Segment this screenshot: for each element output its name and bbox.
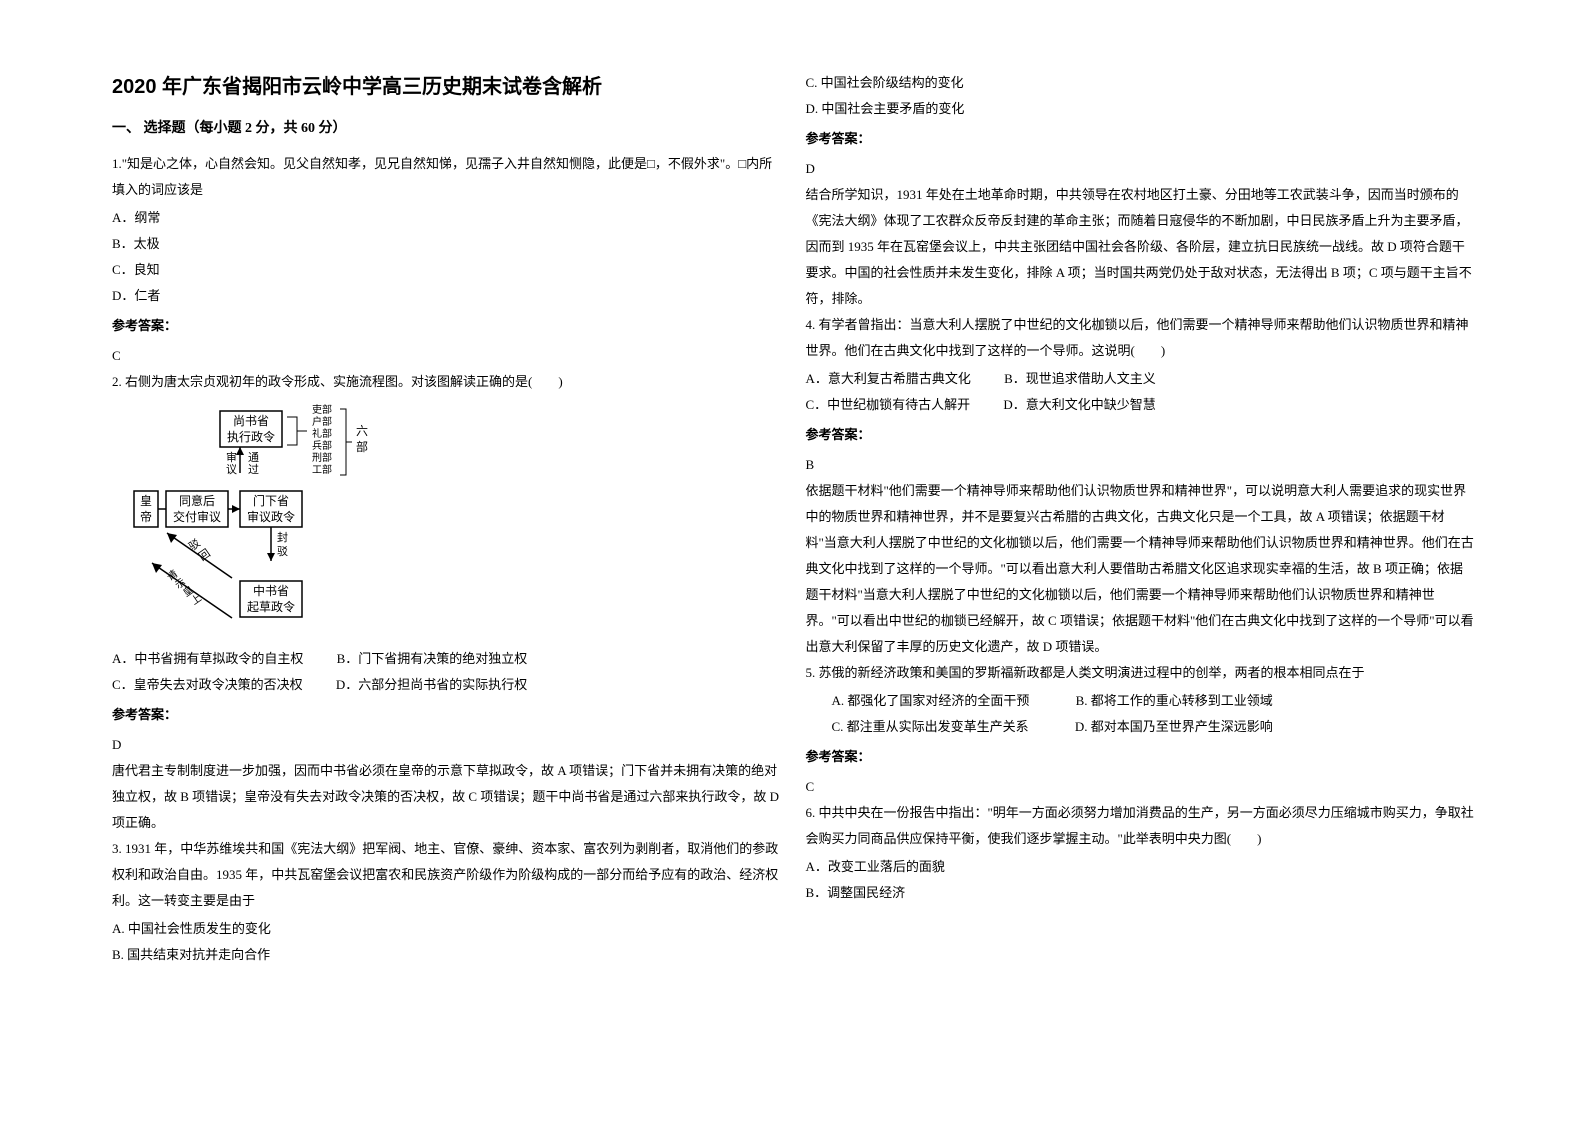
box-libu: 吏部	[312, 403, 332, 416]
q4-answer-label: 参考答案：	[806, 422, 1476, 448]
box-gongbu: 工部	[312, 463, 332, 476]
q2-explanation: 唐代君主专制制度进一步加强，因而中书省必须在皇帝的示意下草拟政令，故 A 项错误…	[112, 758, 782, 836]
q1-option-a: A．纲常	[112, 205, 782, 231]
q4-options-row2: C．中世纪枷锁有待古人解开 D．意大利文化中缺少智慧	[806, 392, 1476, 418]
document-title: 2020 年广东省揭阳市云岭中学高三历史期末试卷含解析	[112, 70, 782, 99]
q5-options-row2: C. 都注重从实际出发变革生产关系 D. 都对本国乃至世界产生深远影响	[806, 714, 1476, 740]
q3-option-d: D. 中国社会主要矛盾的变化	[806, 96, 1476, 122]
q5-option-a: A. 都强化了国家对经济的全面干预	[819, 688, 1030, 714]
q2-answer-label: 参考答案：	[112, 702, 782, 728]
q4-option-b: B．现世追求借助人文主义	[1004, 366, 1156, 392]
box-zhongshu: 中书省	[253, 583, 289, 598]
q1-answer: C	[112, 343, 782, 369]
q5-option-b: B. 都将工作的重心转移到工业领域	[1063, 688, 1273, 714]
q1-stem: 1."知是心之体，心自然会知。见父自然知孝，见兄自然知悌，见孺子入井自然知恻隐，…	[112, 151, 782, 203]
q2-option-d: D．六部分担尚书省的实际执行权	[336, 672, 527, 698]
svg-text:部: 部	[356, 439, 368, 454]
box-libu2: 礼部	[312, 427, 332, 440]
svg-text:过: 过	[248, 463, 259, 476]
q5-option-d: D. 都对本国乃至世界产生深远影响	[1062, 714, 1273, 740]
left-column: 2020 年广东省揭阳市云岭中学高三历史期末试卷含解析 一、 选择题（每小题 2…	[100, 70, 794, 1082]
q4-option-c: C．中世纪枷锁有待古人解开	[806, 392, 971, 418]
svg-text:驳: 驳	[277, 545, 288, 558]
q4-stem: 4. 有学者曾指出：当意大利人摆脱了中世纪的文化枷锁以后，他们需要一个精神导师来…	[806, 312, 1476, 364]
box-bingbu: 兵部	[312, 439, 332, 452]
q5-option-c: C. 都注重从实际出发变革生产关系	[819, 714, 1029, 740]
box-hubu: 户部	[312, 415, 332, 428]
q2-answer: D	[112, 732, 782, 758]
label-tong: 通	[248, 451, 259, 464]
q5-answer-label: 参考答案：	[806, 744, 1476, 770]
q3-stem: 3. 1931 年，中华苏维埃共和国《宪法大纲》把军阀、地主、官僚、豪绅、资本家…	[112, 836, 782, 914]
q1-option-c: C．良知	[112, 257, 782, 283]
box-liubu: 六	[356, 424, 368, 438]
q5-stem: 5. 苏俄的新经济政策和美国的罗斯福新政都是人类文明演进过程中的创举，两者的根本…	[806, 660, 1476, 686]
q2-options-row1: A．中书省拥有草拟政令的自主权 B．门下省拥有决策的绝对独立权	[112, 646, 782, 672]
q3-option-b: B. 国共结束对抗并走向合作	[112, 942, 782, 968]
q3-answer-label: 参考答案：	[806, 126, 1476, 152]
q5-answer: C	[806, 774, 1476, 800]
box-shenyi2: 审议政令	[247, 509, 295, 524]
box-menxia: 门下省	[253, 493, 289, 508]
q2-option-a: A．中书省拥有草拟政令的自主权	[112, 646, 303, 672]
box-qicao: 起草政令	[247, 599, 295, 614]
q3-explanation: 结合所学知识，1931 年处在土地革命时期，中共领导在农村地区打土豪、分田地等工…	[806, 182, 1476, 312]
box-tongyi: 同意后	[179, 493, 215, 508]
q2-stem: 2. 右侧为唐太宗贞观初年的政令形成、实施流程图。对该图解读正确的是( )	[112, 369, 782, 395]
q2-diagram: 尚书省 执行政令 吏部 户部 礼部 兵部 刑部 工部 六 部 审 议 通 过 皇…	[132, 403, 412, 638]
svg-text:封: 封	[277, 530, 288, 544]
q1-option-b: B．太极	[112, 231, 782, 257]
q6-stem: 6. 中共中央在一份报告中指出："明年一方面必须努力增加消费品的生产，另一方面必…	[806, 800, 1476, 852]
svg-text:议: 议	[226, 463, 237, 476]
q6-option-b: B．调整国民经济	[806, 880, 1476, 906]
section-header: 一、 选择题（每小题 2 分，共 60 分）	[112, 117, 782, 137]
q5-options-row1: A. 都强化了国家对经济的全面干预 B. 都将工作的重心转移到工业领域	[806, 688, 1476, 714]
q3-option-a: A. 中国社会性质发生的变化	[112, 916, 782, 942]
q4-options-row1: A．意大利复古希腊古典文化 B．现世追求借助人文主义	[806, 366, 1476, 392]
svg-text:帝: 帝	[140, 509, 152, 524]
q4-option-a: A．意大利复古希腊古典文化	[806, 366, 971, 392]
svg-text:皇: 皇	[140, 494, 152, 508]
q3-answer: D	[806, 156, 1476, 182]
box-jiaofu: 交付审议	[173, 509, 221, 524]
q2-option-c: C．皇帝失去对政令决策的否决权	[112, 672, 303, 698]
q1-answer-label: 参考答案：	[112, 313, 782, 339]
q4-explanation: 依据题干材料"他们需要一个精神导师来帮助他们认识物质世界和精神世界"，可以说明意…	[806, 478, 1476, 660]
q3-option-c: C. 中国社会阶级结构的变化	[806, 70, 1476, 96]
q2-options-row2: C．皇帝失去对政令决策的否决权 D．六部分担尚书省的实际执行权	[112, 672, 782, 698]
right-column: C. 中国社会阶级结构的变化 D. 中国社会主要矛盾的变化 参考答案： D 结合…	[794, 70, 1488, 1082]
q4-option-d: D．意大利文化中缺少智慧	[1003, 392, 1155, 418]
q2-option-b: B．门下省拥有决策的绝对独立权	[337, 646, 528, 672]
box-xingbu: 刑部	[312, 451, 332, 464]
q1-option-d: D．仁者	[112, 283, 782, 309]
label-shen: 审	[226, 450, 237, 464]
box-zhixing: 执行政令	[227, 429, 275, 444]
q6-option-a: A．改变工业落后的面貌	[806, 854, 1476, 880]
flowchart-svg: 尚书省 执行政令 吏部 户部 礼部 兵部 刑部 工部 六 部 审 议 通 过 皇…	[132, 403, 412, 633]
q4-answer: B	[806, 452, 1476, 478]
box-shangshu: 尚书省	[233, 414, 269, 428]
